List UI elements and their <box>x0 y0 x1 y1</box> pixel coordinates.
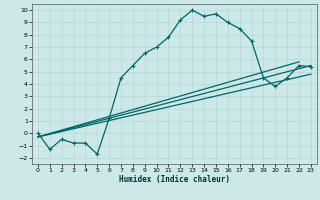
X-axis label: Humidex (Indice chaleur): Humidex (Indice chaleur) <box>119 175 230 184</box>
